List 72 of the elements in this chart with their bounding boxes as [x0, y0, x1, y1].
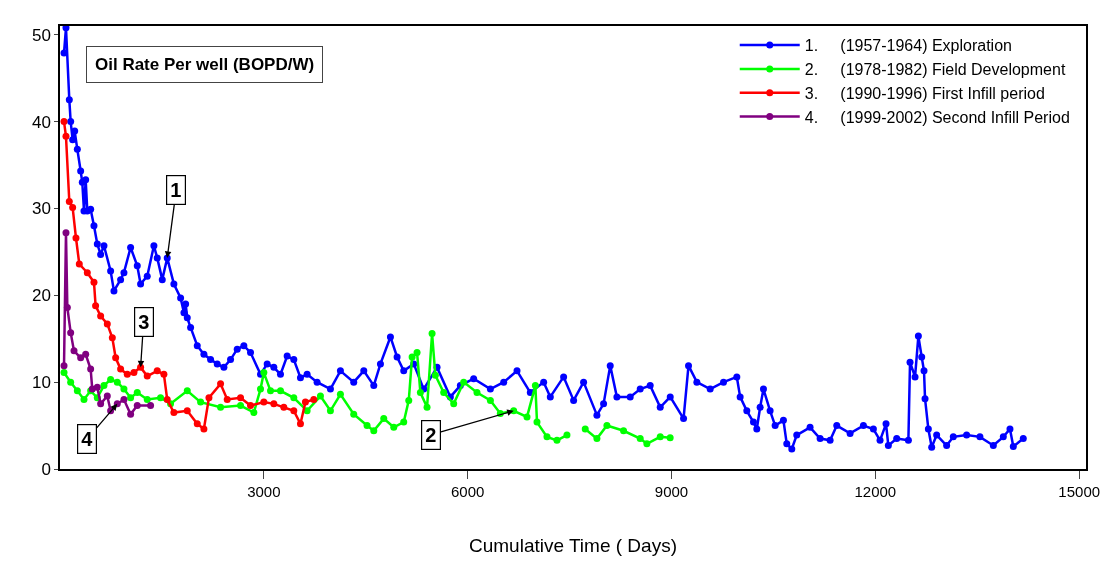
annotation: 1 — [170, 179, 182, 202]
point — [133, 402, 141, 410]
point — [123, 370, 131, 378]
point — [60, 362, 68, 370]
point — [97, 400, 105, 408]
y-tick-label: 40 — [31, 112, 51, 132]
point — [87, 365, 95, 373]
point — [70, 347, 78, 355]
x-tick-label: 12000 — [854, 482, 897, 500]
point — [130, 369, 138, 377]
point — [205, 394, 213, 402]
point — [67, 329, 75, 337]
point — [60, 118, 68, 126]
point — [143, 372, 151, 380]
point — [147, 402, 155, 410]
point — [170, 409, 178, 417]
point — [301, 398, 309, 406]
legend-label: 3. (1990-1996) First Infill period — [804, 84, 1045, 102]
point — [127, 410, 135, 418]
point — [103, 392, 111, 400]
point — [193, 420, 201, 428]
annotation: 4 — [81, 428, 94, 451]
point — [108, 334, 116, 342]
point — [97, 312, 105, 320]
point — [120, 396, 128, 404]
point — [310, 396, 318, 404]
point — [62, 132, 70, 140]
point — [290, 407, 298, 415]
point — [83, 269, 91, 277]
point — [103, 320, 111, 328]
annotation: 2 — [425, 424, 437, 447]
y-tick-label: 20 — [31, 286, 51, 306]
point — [163, 396, 171, 404]
x-tick-label: 3000 — [247, 482, 281, 500]
legend-label: 1. (1957-1964) Exploration — [804, 37, 1012, 55]
point — [63, 303, 71, 311]
x-tick-label: 15000 — [1058, 482, 1101, 500]
point — [200, 425, 208, 433]
y-tick-label: 50 — [31, 25, 51, 45]
y-tick-label: 0 — [41, 459, 51, 479]
text: Oil Rate Per well (BOPD/W) — [95, 55, 315, 74]
point — [260, 398, 268, 406]
point — [77, 354, 85, 362]
point — [160, 370, 168, 378]
point — [93, 383, 101, 391]
x-axis-title: Cumulative Time ( Days) — [469, 535, 677, 557]
point — [112, 354, 120, 362]
y-tick-label: 30 — [31, 199, 51, 219]
point — [153, 367, 161, 375]
point — [65, 197, 73, 205]
point — [62, 229, 70, 237]
legend-label: 4. (1999-2002) Second Infill Period — [804, 108, 1070, 126]
point — [247, 402, 255, 410]
point — [92, 302, 100, 310]
point — [280, 403, 288, 411]
point — [82, 350, 90, 358]
x-tick-label: 6000 — [450, 482, 485, 500]
legend-label: 2. (1978-1982) Field Development — [804, 61, 1066, 79]
point — [90, 278, 98, 286]
point — [237, 394, 245, 402]
annotation: 3 — [138, 311, 150, 334]
x-tick-label: 9000 — [654, 482, 689, 500]
point — [69, 204, 77, 212]
y-tick-label: 10 — [31, 373, 51, 393]
point — [183, 407, 191, 415]
point — [296, 420, 304, 428]
point — [72, 234, 80, 242]
point — [223, 396, 231, 404]
point — [75, 260, 83, 268]
point — [117, 365, 125, 373]
point — [270, 400, 278, 408]
point — [217, 380, 225, 388]
